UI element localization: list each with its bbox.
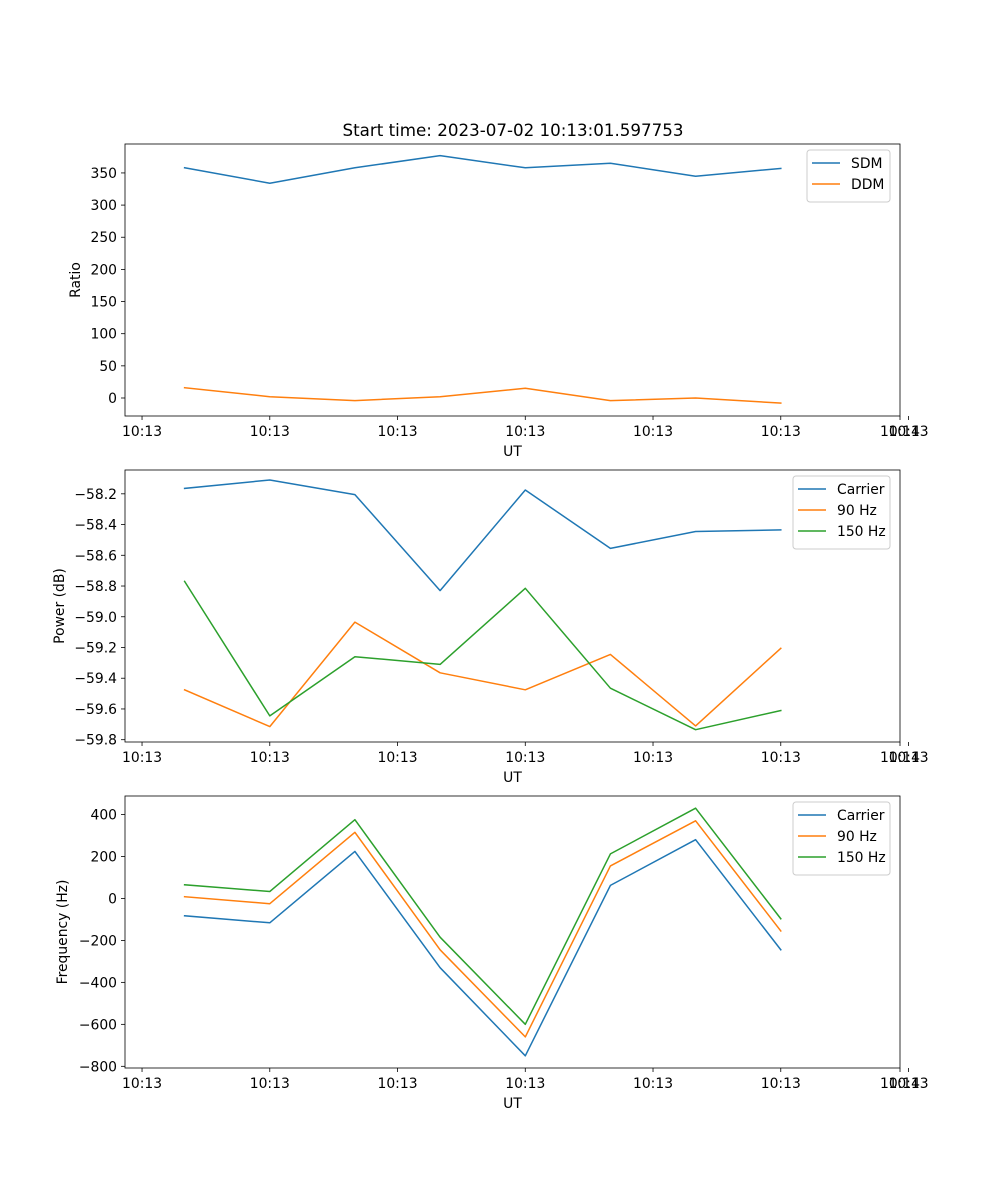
y-tick-label: 0 [108,891,117,907]
y-tick-label: −400 [79,975,117,991]
x-axis-label: UT [503,444,522,460]
y-tick-label: 150 [90,295,117,311]
x-tick-label: 10:13 [889,1076,929,1092]
y-axis-label: Power (dB) [52,568,68,644]
x-tick-label: 10:13 [250,424,290,440]
legend-label: Carrier [837,808,885,824]
x-tick-label: 10:13 [378,750,418,766]
x-tick-label: 10:13 [250,750,290,766]
y-tick-label: −59.6 [74,702,117,718]
legend: SDM DDM [806,149,891,203]
x-tick-label: 10:14 [880,1076,920,1092]
x-tick-label: 10:13 [889,424,929,440]
x-tick-label: 10:13 [378,1076,418,1092]
x-tick-label: 10:13 [761,750,801,766]
y-tick-label: 50 [99,359,117,375]
x-tick-label: 10:13 [122,750,162,766]
x-tick-label: 10:13 [122,1076,162,1092]
x-tick-label: 10:13 [633,750,673,766]
y-tick-label: −59.4 [74,671,117,687]
x-tick-label: 10:13 [633,424,673,440]
y-tick-label: −600 [79,1017,117,1033]
legend-label: 90 Hz [837,503,877,519]
series-line-150-hz [183,807,782,1026]
x-tick-label: 10:13 [889,750,929,766]
y-tick-label: 400 [90,807,117,823]
figure-title: Start time: 2023-07-02 10:13:01.597753 [343,120,684,140]
series-line-carrier [183,838,782,1057]
y-axis-label: Ratio [68,262,84,298]
series-line-90-hz [183,621,782,728]
y-tick-label: 200 [90,262,117,278]
series-line-carrier [183,479,782,592]
legend-label: Carrier [837,482,885,498]
y-tick-label: −200 [79,933,117,949]
series-line-150-hz [183,580,782,731]
series-line-ddm [183,386,782,404]
x-axis-label: UT [503,770,522,786]
y-tick-label: −800 [79,1059,117,1075]
x-tick-label: 10:14 [880,750,920,766]
y-tick-label: −59.2 [74,640,117,656]
legend: Carrier 90 Hz 150 Hz [792,475,891,550]
y-tick-label: 350 [90,166,117,182]
legend-label: 150 Hz [837,524,886,540]
y-tick-label: −58.6 [74,548,117,564]
subplot-frequency: 10:13 10:13 10:13 10:13 10:13 10:13 10:1310:14… [55,795,929,1112]
x-tick-label: 10:13 [761,424,801,440]
series-line-sdm [183,154,782,184]
subplot-ratio: 10:13 10:13 10:13 10:13 10:13 10:13 10:1310:14… [68,143,929,460]
x-tick-label: 10:13 [761,1076,801,1092]
y-tick-label: 300 [90,198,117,214]
y-tick-label: −59.8 [74,733,117,749]
legend-label: DDM [851,177,884,193]
legend: Carrier 90 Hz 150 Hz [792,801,891,876]
axes-frame [124,469,901,743]
x-tick-label: 10:13 [505,1076,545,1092]
y-tick-label: 250 [90,230,117,246]
y-tick-label: 0 [108,391,117,407]
x-tick-label: 10:13 [505,424,545,440]
y-tick-label: −58.4 [74,518,117,534]
x-axis-label: UT [503,1096,522,1112]
x-tick-label: 10:13 [633,1076,673,1092]
y-axis-label: Frequency (Hz) [55,880,71,985]
legend-label: 150 Hz [837,850,886,866]
x-tick-label: 10:13 [122,424,162,440]
axes-frame [124,143,901,417]
subplot-power: 10:13 10:13 10:13 10:13 10:13 10:13 10:1310:14… [52,469,929,786]
y-tick-label: 200 [90,849,117,865]
x-tick-label: 10:14 [880,424,920,440]
legend-label: 90 Hz [837,829,877,845]
x-tick-label: 10:13 [250,1076,290,1092]
y-tick-label: −58.8 [74,579,117,595]
y-tick-label: −58.2 [74,487,117,503]
legend-label: SDM [851,156,883,172]
y-tick-label: 100 [90,327,117,343]
axes-frame [124,795,901,1069]
x-tick-label: 10:13 [378,424,418,440]
series-line-90-hz [183,820,782,1038]
y-tick-label: −59.0 [74,610,117,626]
x-tick-label: 10:13 [505,750,545,766]
